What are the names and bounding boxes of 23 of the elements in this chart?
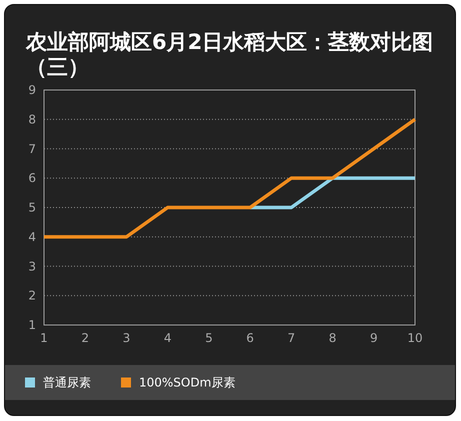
y-tick-label: 1: [28, 318, 36, 332]
y-tick-label: 6: [28, 171, 36, 186]
y-tick-label: 9: [28, 83, 36, 97]
x-tick-label: 8: [328, 331, 336, 345]
legend-label: 100%SODm尿素: [139, 376, 236, 390]
x-tick-label: 6: [246, 331, 254, 345]
x-tick-label: 3: [122, 331, 130, 345]
legend-label: 普通尿素: [43, 376, 91, 390]
x-tick-label: 5: [205, 331, 213, 345]
x-tick-label: 4: [164, 331, 172, 345]
y-tick-label: 7: [28, 142, 36, 156]
x-tick-label: 9: [370, 331, 378, 345]
y-tick-label: 2: [28, 288, 36, 303]
y-tick-label: 4: [28, 230, 36, 244]
x-tick-label: 7: [288, 331, 296, 345]
x-tick-label: 10: [407, 331, 423, 345]
x-tick-label: 2: [81, 331, 90, 345]
y-tick-label: 8: [28, 112, 36, 126]
y-tick-label: 3: [28, 259, 36, 274]
y-tick-label: 5: [28, 200, 36, 214]
line-series: [42, 118, 417, 239]
chart-title: 农业部阿城区6月2日水稻大区：茎数对比图（三）: [26, 30, 434, 80]
x-tick-label: 1: [40, 331, 48, 345]
